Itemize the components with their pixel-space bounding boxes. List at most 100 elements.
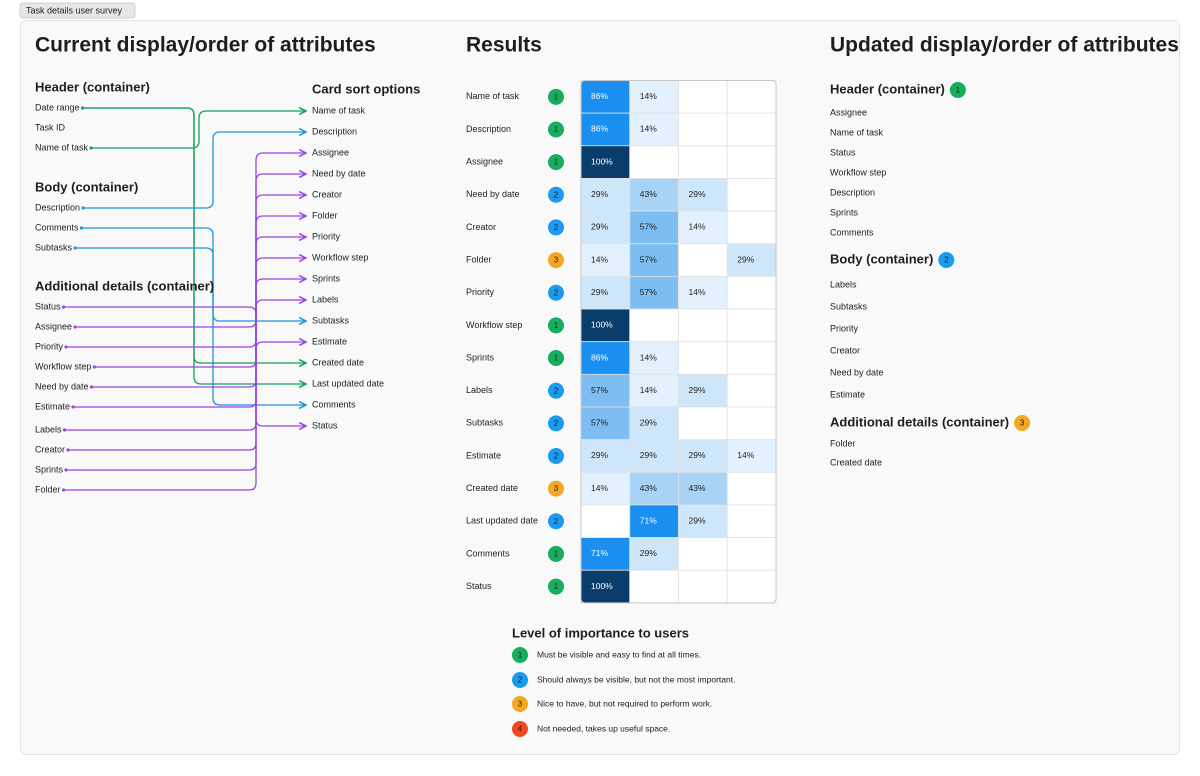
level-badge bbox=[512, 672, 528, 688]
result-cell bbox=[580, 178, 631, 212]
cell-value: 71% bbox=[640, 516, 657, 526]
cell-value: 29% bbox=[689, 516, 706, 526]
level-number: 1 bbox=[554, 158, 559, 167]
level-number: 2 bbox=[518, 676, 523, 685]
result-cell bbox=[678, 80, 728, 114]
result-cell bbox=[678, 308, 728, 343]
connectors bbox=[61, 106, 306, 492]
result-cell bbox=[726, 243, 777, 277]
result-cell bbox=[580, 504, 631, 539]
attribute: Comments bbox=[830, 227, 874, 237]
attribute: Name of task bbox=[830, 127, 884, 137]
result-cell bbox=[726, 275, 777, 310]
cell-value: 86% bbox=[591, 352, 608, 362]
attribute: Date range bbox=[35, 102, 80, 112]
card-option: Name of task bbox=[312, 105, 366, 115]
result-cell bbox=[678, 373, 728, 408]
connector-dot bbox=[89, 146, 93, 150]
connector-dot bbox=[61, 305, 66, 309]
attribute: Subtasks bbox=[830, 301, 868, 311]
group-title: Body (container) bbox=[35, 179, 138, 194]
cell-value: 100% bbox=[591, 581, 613, 591]
card-option: Sprints bbox=[312, 273, 341, 283]
level-number: 2 bbox=[554, 452, 559, 461]
cell-value: 14% bbox=[640, 352, 657, 362]
attribute: Assignee bbox=[830, 107, 867, 117]
level-number: 3 bbox=[554, 484, 559, 493]
result-cell bbox=[629, 537, 679, 571]
result-cell bbox=[726, 112, 777, 147]
row-label: Labels bbox=[466, 385, 493, 395]
connector bbox=[63, 216, 306, 491]
level-badge bbox=[548, 382, 564, 399]
level-badge bbox=[548, 186, 564, 203]
level-badge bbox=[548, 219, 564, 236]
card-sort-title: Card sort options bbox=[312, 81, 420, 96]
connector-dot bbox=[92, 365, 96, 369]
cell-value: 29% bbox=[591, 450, 608, 460]
result-cell bbox=[678, 569, 728, 604]
attribute: Labels bbox=[830, 279, 857, 289]
card-option: Need by date bbox=[312, 168, 366, 178]
connector-dot bbox=[80, 106, 85, 110]
card-option: Creator bbox=[312, 189, 342, 199]
cell-value: 14% bbox=[689, 222, 706, 232]
card-option: Priority bbox=[312, 231, 341, 241]
attribute: Description bbox=[35, 202, 80, 212]
result-cell bbox=[580, 243, 631, 277]
level-badge bbox=[548, 513, 564, 530]
result-cell bbox=[726, 373, 777, 408]
card-option: Comments bbox=[312, 399, 356, 409]
level-number: 1 bbox=[518, 651, 523, 660]
result-cell bbox=[678, 210, 728, 245]
cell-value: 29% bbox=[591, 222, 608, 232]
result-cell bbox=[629, 308, 679, 343]
result-cell bbox=[726, 178, 777, 212]
result-cell bbox=[629, 406, 679, 441]
level-number: 2 bbox=[554, 288, 559, 297]
result-cell bbox=[580, 471, 631, 506]
level-badge bbox=[548, 154, 564, 171]
cell-value: 29% bbox=[689, 450, 706, 460]
row-label: Assignee bbox=[466, 157, 503, 167]
card-option: Created date bbox=[312, 357, 364, 367]
connector-dot bbox=[66, 448, 70, 452]
cell-value: 43% bbox=[640, 483, 657, 493]
cell-value: 57% bbox=[591, 418, 608, 428]
current-title: Current display/order of attributes bbox=[35, 34, 376, 57]
row-label: Comments bbox=[466, 548, 510, 558]
cell-value: 29% bbox=[689, 385, 706, 395]
card-option: Workflow step bbox=[312, 252, 368, 262]
connector bbox=[91, 111, 306, 149]
level-badge bbox=[548, 284, 564, 301]
attribute: Workflow step bbox=[830, 167, 886, 177]
attribute: Sprints bbox=[35, 464, 64, 474]
level-number: 1 bbox=[554, 354, 559, 363]
level-badge bbox=[548, 578, 564, 595]
level-badge bbox=[512, 721, 528, 737]
attribute: Folder bbox=[830, 438, 856, 448]
row-label: Priority bbox=[466, 287, 495, 297]
result-cell bbox=[678, 178, 728, 212]
attribute: Priority bbox=[830, 323, 859, 333]
cell-value: 57% bbox=[640, 287, 657, 297]
connector bbox=[83, 132, 306, 209]
level-number: 1 bbox=[554, 92, 559, 101]
group-title: Header (container) bbox=[830, 81, 945, 96]
attribute: Sprints bbox=[830, 207, 859, 217]
cell-value: 29% bbox=[689, 189, 706, 199]
result-cell bbox=[678, 537, 728, 571]
connector-dot bbox=[73, 246, 77, 250]
cell-value: 29% bbox=[640, 548, 657, 558]
result-cell bbox=[629, 569, 679, 604]
level-badge bbox=[548, 350, 564, 367]
level-number: 2 bbox=[554, 517, 559, 526]
card-option: Labels bbox=[312, 294, 339, 304]
cell-value: 43% bbox=[640, 189, 657, 199]
result-cell bbox=[726, 210, 777, 245]
attribute: Subtasks bbox=[35, 242, 73, 252]
tag-box bbox=[19, 2, 136, 19]
result-cell bbox=[726, 406, 777, 441]
attribute: Estimate bbox=[830, 389, 865, 399]
